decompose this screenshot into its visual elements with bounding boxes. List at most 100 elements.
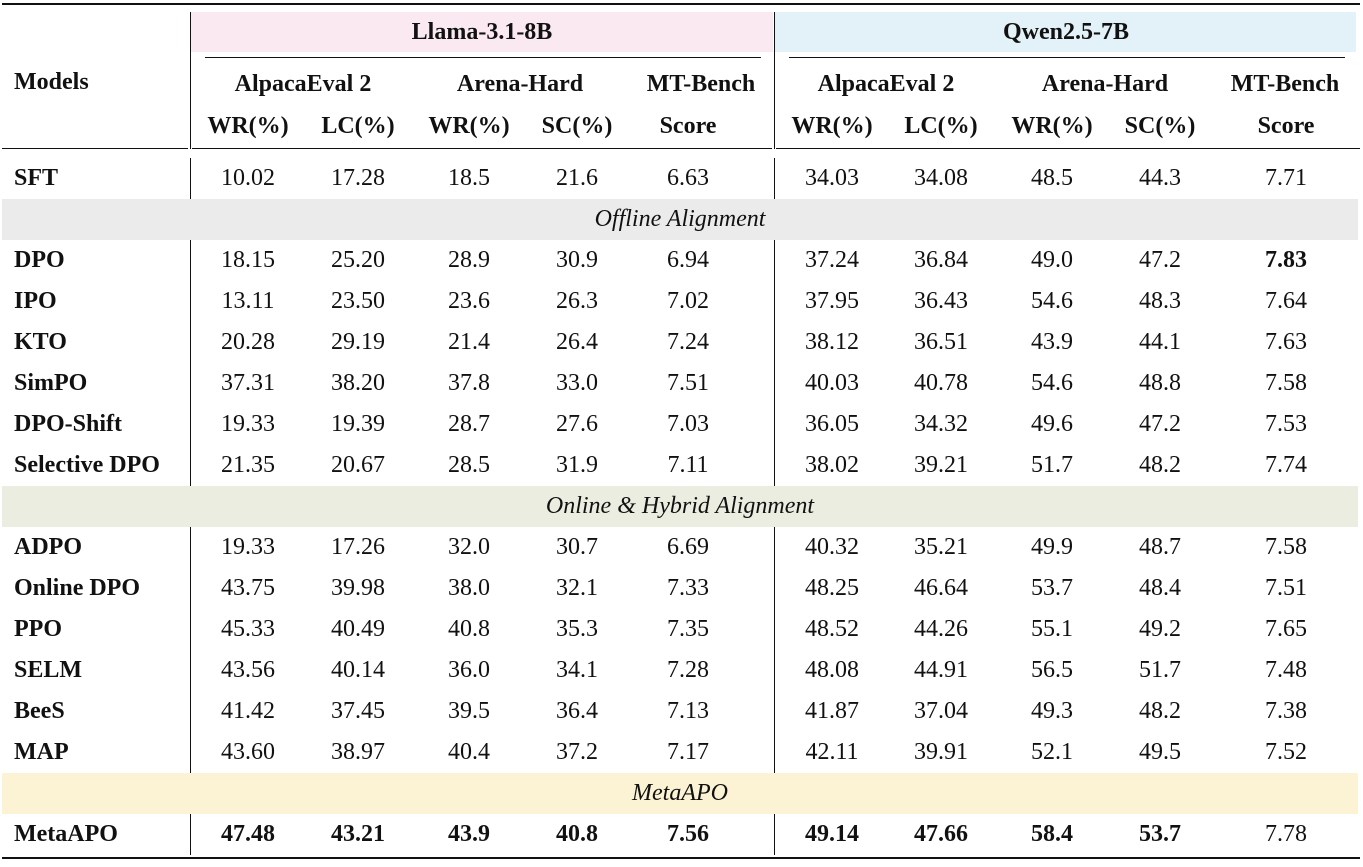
table-cell: 7.51 (1265, 575, 1307, 601)
table-cell: 55.1 (1031, 616, 1073, 642)
table-cell: 47.66 (914, 821, 968, 847)
table-cell: 28.7 (448, 411, 490, 437)
table-cell: 7.17 (667, 739, 709, 765)
group-header-qwen: Qwen2.5-7B (1003, 18, 1129, 45)
table-cell: 7.64 (1265, 288, 1307, 314)
table-cell: 32.0 (448, 534, 490, 560)
table-cell: 7.71 (1265, 165, 1307, 191)
table-cell: 53.7 (1031, 575, 1073, 601)
table-cell: 37.24 (805, 247, 859, 273)
table-cell: 17.26 (331, 534, 385, 560)
table-cell: 54.6 (1031, 288, 1073, 314)
table-cell: 48.52 (805, 616, 859, 642)
table-cell: 36.4 (556, 698, 598, 724)
benchmark-header: AlpacaEval 2 (234, 70, 372, 97)
benchmark-header: AlpacaEval 2 (817, 70, 955, 97)
table-cell: 43.9 (1031, 329, 1073, 355)
llama-header-band (191, 12, 773, 52)
model-name: SFT (14, 165, 59, 191)
column-separator (774, 12, 775, 149)
table-cell: 23.6 (448, 288, 490, 314)
table-cell: 19.33 (221, 534, 275, 560)
table-cell: 36.05 (805, 411, 859, 437)
header-rule-mid (192, 148, 772, 149)
table-cell: 37.95 (805, 288, 859, 314)
table-cell: 27.6 (556, 411, 598, 437)
column-separator (774, 814, 775, 855)
table-cell: 7.53 (1265, 411, 1307, 437)
table-cell: 38.0 (448, 575, 490, 601)
table-cell: 7.74 (1265, 452, 1307, 478)
table-cell: 31.9 (556, 452, 598, 478)
model-name: SELM (14, 657, 83, 683)
metric-header: LC(%) (904, 112, 978, 139)
benchmark-header: MT-Bench (646, 70, 756, 97)
table-cell: 7.65 (1265, 616, 1307, 642)
table-cell: 35.21 (914, 534, 968, 560)
table-cell: 49.9 (1031, 534, 1073, 560)
model-name: BeeS (14, 698, 65, 724)
table-cell: 7.58 (1265, 534, 1307, 560)
table-cell: 36.0 (448, 657, 490, 683)
table-cell: 35.3 (556, 616, 598, 642)
group-underline-qwen (789, 57, 1345, 58)
table-cell: 20.28 (221, 329, 275, 355)
table-cell: 7.51 (667, 370, 709, 396)
table-cell: 48.7 (1139, 534, 1181, 560)
table-cell: 40.4 (448, 739, 490, 765)
table-cell: 7.63 (1265, 329, 1307, 355)
table-cell: 48.4 (1139, 575, 1181, 601)
model-name: SimPO (14, 370, 88, 396)
table-cell: 17.28 (331, 165, 385, 191)
table-cell: 49.3 (1031, 698, 1073, 724)
table-cell: 38.02 (805, 452, 859, 478)
table-cell: 40.8 (556, 821, 598, 847)
metric-header: SC(%) (541, 112, 613, 139)
table-cell: 7.38 (1265, 698, 1307, 724)
model-name: MAP (14, 739, 69, 765)
table-cell: 44.1 (1139, 329, 1181, 355)
table-cell: 43.21 (331, 821, 385, 847)
table-cell: 7.02 (667, 288, 709, 314)
table-cell: 37.31 (221, 370, 275, 396)
table-cell: 26.4 (556, 329, 598, 355)
model-name: ADPO (14, 534, 82, 560)
table-cell: 48.2 (1139, 698, 1181, 724)
group-header-llama: Llama-3.1-8B (411, 18, 553, 45)
table-cell: 29.19 (331, 329, 385, 355)
table-cell: 43.75 (221, 575, 275, 601)
column-separator (190, 814, 191, 855)
column-separator (774, 158, 775, 199)
table-cell: 28.5 (448, 452, 490, 478)
table-cell: 28.9 (448, 247, 490, 273)
table-cell: 7.33 (667, 575, 709, 601)
table-cell: 23.50 (331, 288, 385, 314)
table-cell: 40.78 (914, 370, 968, 396)
table-cell: 10.02 (221, 165, 275, 191)
benchmark-header: MT-Bench (1230, 70, 1340, 97)
table-cell: 49.0 (1031, 247, 1073, 273)
table-cell: 37.04 (914, 698, 968, 724)
benchmark-header: Arena-Hard (1041, 70, 1169, 97)
table-cell: 20.67 (331, 452, 385, 478)
table-cell: 45.33 (221, 616, 275, 642)
column-separator (190, 527, 191, 773)
table-cell: 48.3 (1139, 288, 1181, 314)
table-cell: 18.15 (221, 247, 275, 273)
model-name: Selective DPO (14, 452, 160, 478)
table-cell: 49.2 (1139, 616, 1181, 642)
model-name: IPO (14, 288, 57, 314)
table-cell: 7.83 (1265, 247, 1307, 273)
table-cell: 58.4 (1031, 821, 1073, 847)
table-cell: 49.5 (1139, 739, 1181, 765)
column-separator (190, 158, 191, 199)
table-cell: 34.03 (805, 165, 859, 191)
table-cell: 21.35 (221, 452, 275, 478)
model-name: KTO (14, 329, 67, 355)
table-cell: 7.11 (667, 452, 709, 478)
header-rule-left (2, 148, 188, 149)
table-cell: 46.64 (914, 575, 968, 601)
table-cell: 43.56 (221, 657, 275, 683)
section-label: MetaAPO (632, 780, 728, 806)
metric-header: WR(%) (791, 112, 873, 139)
